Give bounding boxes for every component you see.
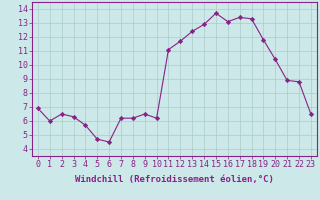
X-axis label: Windchill (Refroidissement éolien,°C): Windchill (Refroidissement éolien,°C) xyxy=(75,175,274,184)
